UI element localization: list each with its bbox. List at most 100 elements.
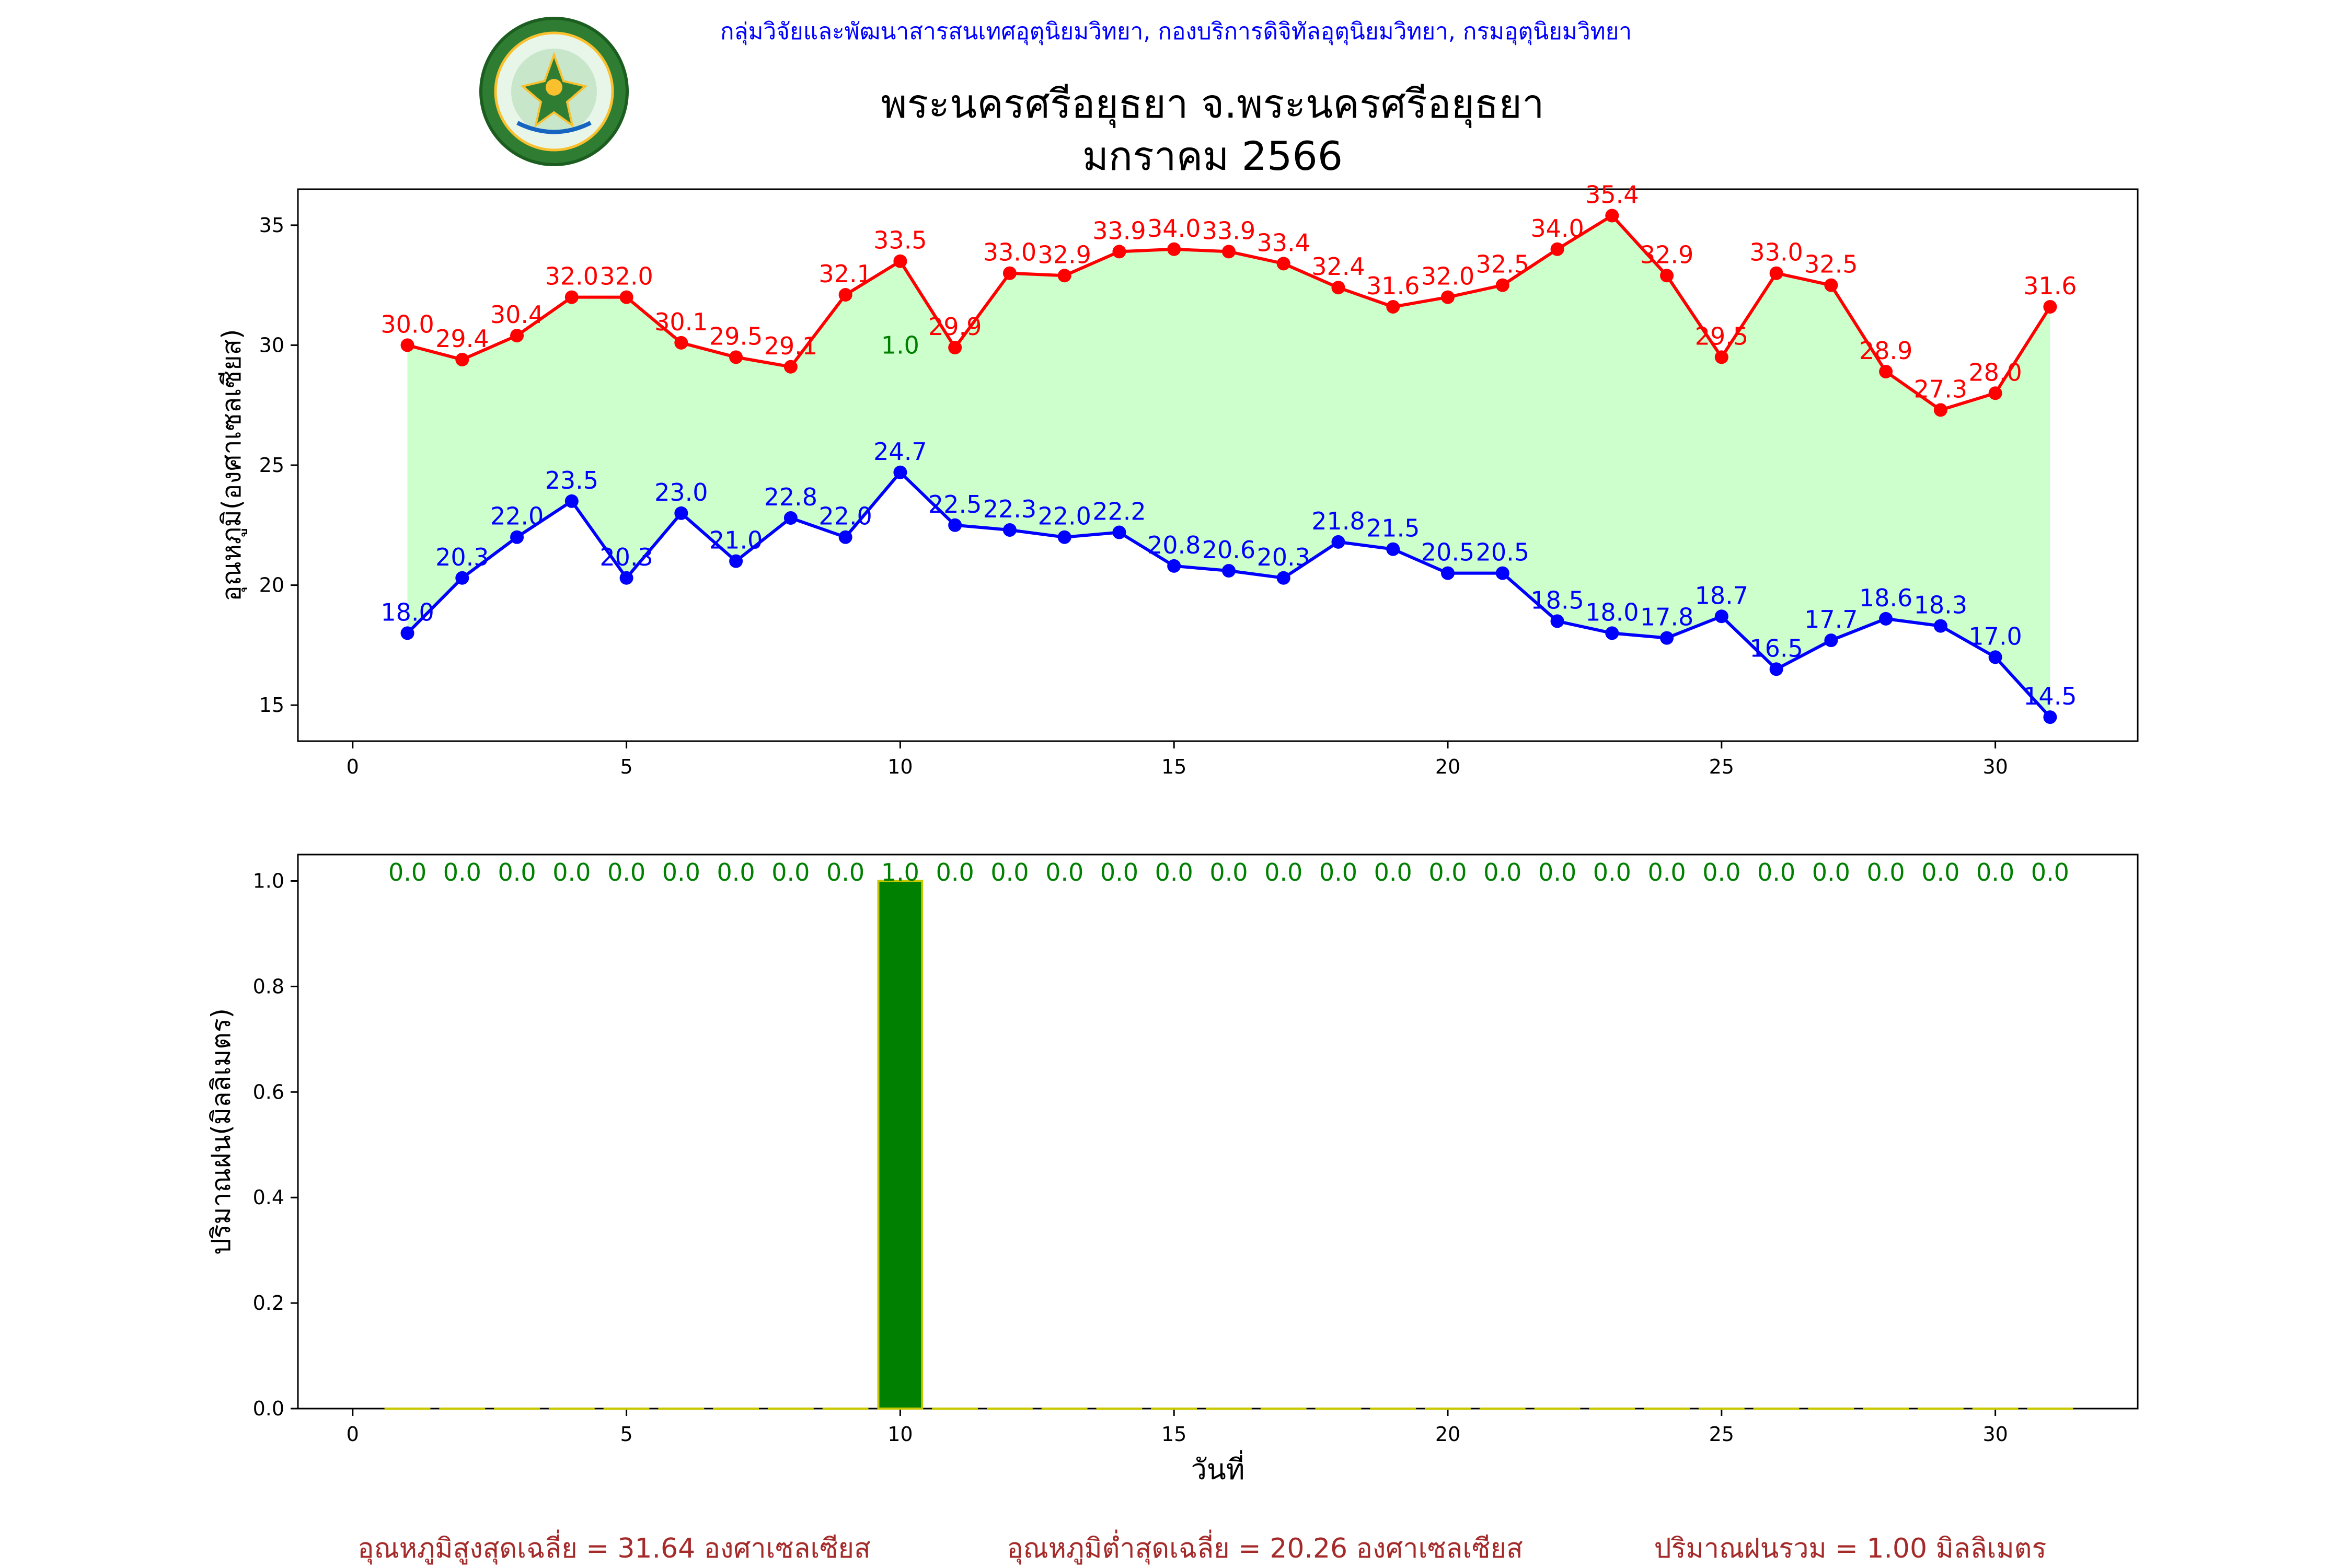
max-temp-data-label: 32.0 xyxy=(599,262,653,291)
rain-data-label: 0.0 xyxy=(443,858,481,886)
min-temp-point xyxy=(783,511,798,525)
max-temp-data-label: 32.0 xyxy=(545,262,598,291)
max-temp-point xyxy=(893,254,907,268)
rain-x-tick-label: 15 xyxy=(1161,1423,1186,1446)
max-temp-data-label: 27.3 xyxy=(1914,375,1967,403)
min-temp-data-label: 22.3 xyxy=(983,495,1036,523)
max-temp-data-label: 29.1 xyxy=(764,332,817,360)
rain-data-label: 0.0 xyxy=(1209,858,1248,886)
min-temp-point xyxy=(1660,631,1674,645)
rain-data-label: 0.0 xyxy=(1867,858,1905,886)
rain-data-label: 0.0 xyxy=(1483,858,1521,886)
max-temp-point xyxy=(674,336,688,350)
max-temp-point xyxy=(2043,299,2057,314)
min-temp-data-label: 20.8 xyxy=(1147,531,1201,559)
rain-data-label: 1.0 xyxy=(881,858,919,886)
rain-data-label: 0.0 xyxy=(771,858,810,886)
min-temp-data-label: 17.0 xyxy=(1968,622,2022,650)
min-temp-data-label: 23.0 xyxy=(654,478,708,506)
min-temp-point xyxy=(1276,571,1290,585)
min-temp-data-label: 17.8 xyxy=(1640,603,1693,631)
rain-data-label: 0.0 xyxy=(1757,858,1795,886)
rain-data-label: 0.0 xyxy=(1374,858,1412,886)
max-temp-data-label: 34.0 xyxy=(1530,214,1584,243)
temp-x-tick-label: 25 xyxy=(1709,755,1734,778)
min-temp-point xyxy=(674,506,688,520)
rain-data-label: 0.0 xyxy=(1976,858,2014,886)
rain-data-label: 0.0 xyxy=(1045,858,1083,886)
min-temp-point xyxy=(2043,710,2057,724)
rain-data-label: 0.0 xyxy=(1155,858,1193,886)
max-temp-data-label: 33.0 xyxy=(983,238,1036,267)
max-temp-point xyxy=(729,350,743,364)
rain-data-label: 0.0 xyxy=(1812,858,1850,886)
max-temp-point xyxy=(1495,278,1509,292)
min-temp-data-label: 20.3 xyxy=(599,543,653,571)
min-temp-data-label: 20.5 xyxy=(1421,538,1474,567)
min-temp-point xyxy=(948,518,962,532)
max-temp-point xyxy=(510,329,524,343)
max-temp-point xyxy=(1988,386,2002,400)
rain-data-label: 0.0 xyxy=(1428,858,1467,886)
min-temp-point xyxy=(1550,614,1564,628)
summary-avg-min: อุณหภูมิต่ำสุดเฉลี่ย = 20.26 องศาเซลเซีย… xyxy=(1007,1529,1523,1565)
max-temp-point xyxy=(564,290,579,304)
min-temp-point xyxy=(1386,542,1400,556)
summary-avg-max: อุณหภูมิสูงสุดเฉลี่ย = 31.64 องศาเซลเซีย… xyxy=(358,1529,871,1565)
rain-x-axis-label: วันที่ xyxy=(1191,1450,1245,1486)
temperature-range-fill xyxy=(407,215,2050,718)
rain-y-tick-label: 0.2 xyxy=(253,1292,284,1315)
min-temp-point xyxy=(1331,535,1345,549)
chart-title-station: พระนครศรีอยุธยา จ.พระนครศรีอยุธยา xyxy=(881,80,1544,128)
max-temp-data-label: 32.1 xyxy=(818,260,872,288)
max-temp-point xyxy=(783,360,798,374)
max-temp-data-label: 29.5 xyxy=(1695,322,1748,350)
max-temp-data-label: 32.5 xyxy=(1476,250,1529,279)
min-temp-data-label: 21.8 xyxy=(1311,507,1365,535)
max-temp-point xyxy=(1933,403,1947,417)
max-temp-point xyxy=(1331,281,1345,295)
rain-y-tick-label: 0.4 xyxy=(253,1186,284,1209)
max-temp-data-label: 32.0 xyxy=(1421,262,1474,291)
min-temp-point xyxy=(1879,612,1893,626)
min-temp-data-label: 18.6 xyxy=(1859,584,1912,612)
temp-x-tick-label: 20 xyxy=(1435,755,1460,778)
rain-data-label: 0.0 xyxy=(2031,858,2069,886)
min-temp-point xyxy=(1441,566,1455,580)
min-temp-point xyxy=(1605,626,1619,640)
rain-data-label: 0.0 xyxy=(388,858,426,886)
rain-data-label: 0.0 xyxy=(498,858,536,886)
temp-y-tick-label: 25 xyxy=(259,454,284,477)
max-temp-data-label: 30.0 xyxy=(381,310,434,338)
rain-data-label: 0.0 xyxy=(1921,858,1959,886)
min-temp-data-label: 22.5 xyxy=(928,490,982,518)
max-temp-data-label: 30.4 xyxy=(490,301,544,329)
rainfall-chart: 0 5 10 15 20 25 30 0.0 0.2 0.4 0.6 0.8 1.0 0.0 0.0 0.0 0… xyxy=(206,854,2139,1486)
rain-y-tick-label: 1.0 xyxy=(253,869,284,892)
min-temp-point xyxy=(1167,559,1181,573)
max-temp-data-label: 28.9 xyxy=(1859,337,1912,365)
min-temp-point xyxy=(729,554,743,568)
rain-y-tick-label: 0.8 xyxy=(253,975,284,998)
max-temp-point xyxy=(455,352,469,366)
rain-data-label: 0.0 xyxy=(1100,858,1138,886)
temp-x-tick-label: 15 xyxy=(1161,755,1186,778)
min-temp-data-label: 22.0 xyxy=(490,502,544,531)
rain-plot-frame xyxy=(297,854,2139,1410)
min-temp-data-label: 21.0 xyxy=(709,526,763,555)
temp-x-tick-label: 10 xyxy=(887,755,913,778)
max-temp-data-label: 33.9 xyxy=(1202,216,1255,245)
max-temp-data-label: 29.9 xyxy=(928,313,982,341)
max-temp-data-label: 28.0 xyxy=(1968,358,2022,386)
min-temp-point xyxy=(1495,566,1509,580)
min-temp-point xyxy=(510,530,524,544)
max-temp-point xyxy=(948,341,962,355)
agency-credit: กลุ่มวิจัยและพัฒนาสารสนเทศอุตุนิยมวิทยา,… xyxy=(720,18,1632,45)
min-temp-point xyxy=(838,530,852,544)
summary-total-rain: ปริมาณฝนรวม = 1.00 มิลลิเมตร xyxy=(1654,1533,2047,1564)
min-temp-point xyxy=(564,494,579,508)
rain-data-label: 0.0 xyxy=(1647,858,1686,886)
rain-data-label: 0.0 xyxy=(826,858,864,886)
rain-x-tick-label: 0 xyxy=(347,1423,359,1446)
min-temp-point xyxy=(455,571,469,585)
